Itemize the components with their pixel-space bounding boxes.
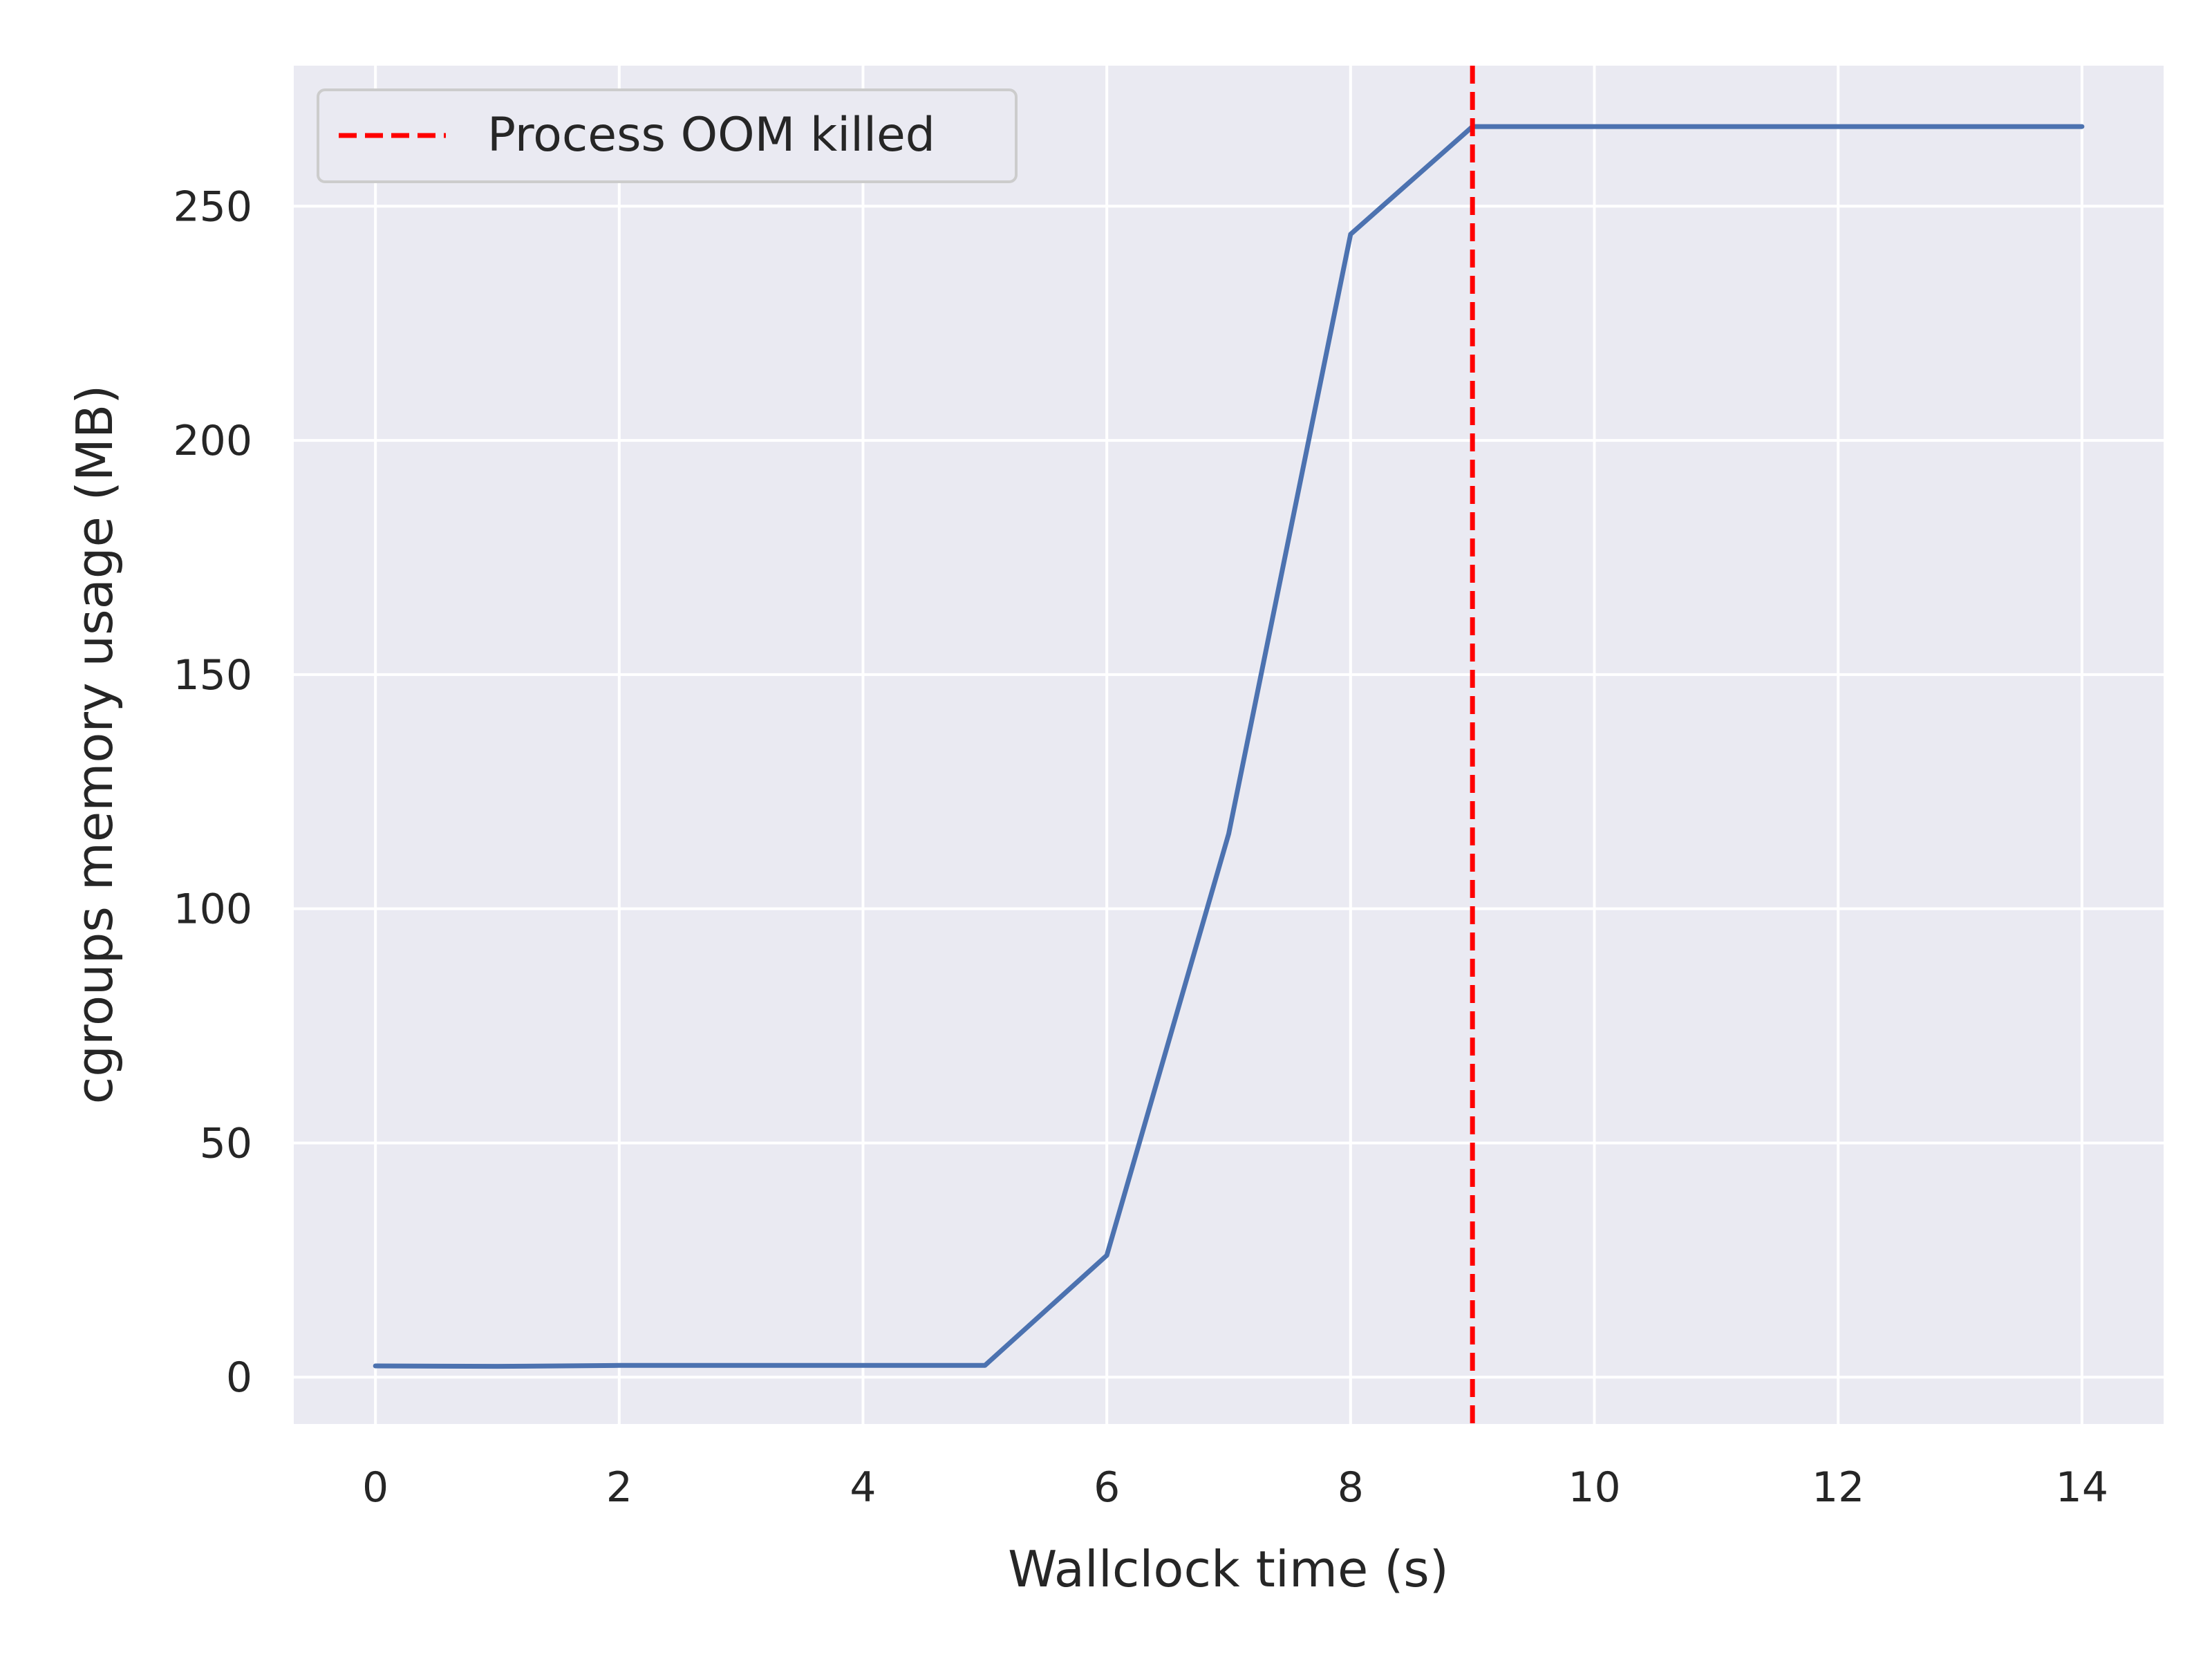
- data-point: [496, 1365, 498, 1368]
- x-tick-label: 8: [1338, 1463, 1364, 1512]
- x-tick-label: 12: [1812, 1463, 1864, 1512]
- x-tick-label: 0: [362, 1463, 388, 1512]
- x-axis-label: Wallclock time (s): [1008, 1540, 1449, 1598]
- x-tick-label: 6: [1094, 1463, 1120, 1512]
- y-ticks: 0 50 100 150 200 250: [173, 182, 252, 1402]
- data-point: [1837, 125, 1839, 128]
- data-point: [1593, 125, 1596, 128]
- x-tick-label: 2: [606, 1463, 632, 1512]
- data-point: [2081, 125, 2083, 128]
- data-point: [861, 1364, 864, 1367]
- data-point: [1228, 832, 1230, 835]
- y-axis-label: cgroups memory usage (MB): [66, 385, 124, 1105]
- grid: [294, 66, 2164, 1424]
- series-layer: [373, 124, 2085, 1369]
- data-point: [1349, 233, 1352, 236]
- y-tick-label: 50: [200, 1119, 252, 1168]
- y-tick-label: 150: [173, 651, 252, 700]
- plot-area: [294, 66, 2164, 1424]
- y-tick-label: 100: [173, 885, 252, 934]
- y-tick-label: 250: [173, 182, 252, 231]
- y-tick-label: 0: [226, 1353, 252, 1402]
- x-tick-label: 4: [850, 1463, 876, 1512]
- x-tick-label: 14: [2056, 1463, 2108, 1512]
- data-point: [740, 1364, 742, 1367]
- legend: Process OOM killed: [317, 88, 1018, 183]
- x-ticks: 0 2 4 6 8 10 12 14: [362, 1463, 2108, 1512]
- legend-label-oom: Process OOM killed: [487, 108, 935, 162]
- data-point: [1959, 125, 1962, 128]
- data-point: [1105, 1254, 1108, 1257]
- data-point: [618, 1364, 621, 1367]
- data-point: [984, 1364, 986, 1367]
- data-point: [374, 1365, 377, 1367]
- data-point: [1715, 125, 1718, 128]
- legend-box: [317, 88, 1018, 183]
- x-tick-label: 10: [1568, 1463, 1620, 1512]
- y-tick-label: 200: [173, 417, 252, 465]
